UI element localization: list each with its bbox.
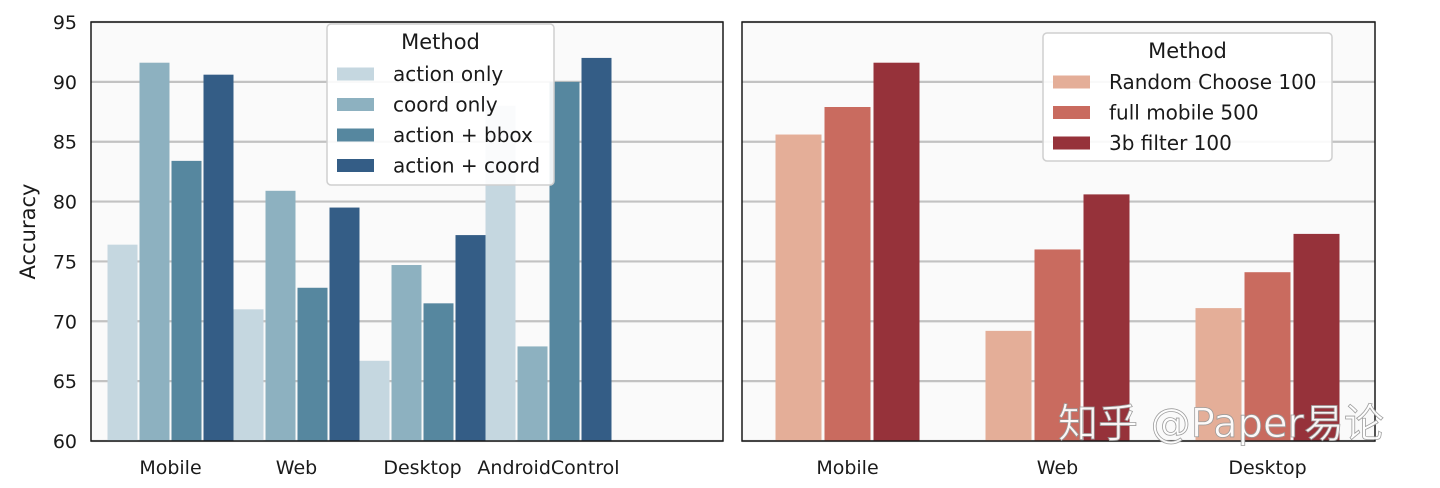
y-axis-label: Accuracy [16, 184, 40, 280]
legend-box [1042, 32, 1333, 162]
legend-swatch [337, 98, 374, 111]
bar-0-2-3 [455, 235, 486, 441]
y-tick-label: 95 [53, 12, 77, 34]
legend-entry: action only [393, 62, 503, 86]
bar-1-2-2 [1293, 233, 1340, 441]
legend-swatch [337, 128, 374, 142]
legend-title: Method [401, 30, 480, 54]
watermark-text: 知乎 @Paper易论 [1058, 401, 1384, 447]
y-tick-label: 60 [53, 431, 77, 453]
legend-entry: Random Choose 100 [1109, 70, 1317, 94]
legend-swatch [1053, 106, 1090, 119]
bar-1-2-1 [1244, 272, 1291, 441]
bar-0-0-1 [139, 62, 170, 442]
bar-0-2-1 [391, 265, 422, 441]
legend-entry: action + bbox [393, 123, 533, 147]
x-tick-label: Web [276, 457, 317, 479]
bar-0-0-2 [171, 160, 202, 441]
bar-0-1-1 [265, 190, 296, 441]
legend-entry: full mobile 500 [1109, 101, 1259, 125]
bar-1-0-2 [873, 62, 920, 442]
legend-box [326, 23, 555, 186]
bar-0-0-3 [203, 74, 234, 441]
bar-1-2-0 [1195, 308, 1242, 441]
bar-0-2-0 [359, 360, 390, 441]
bar-0-1-2 [297, 287, 328, 441]
y-tick-label: 80 [53, 192, 77, 214]
bar-0-2-2 [423, 303, 454, 441]
legend: Method Random Choose 100 full mobile 500 3b… [1042, 32, 1333, 162]
x-tick-label: Desktop [1228, 457, 1306, 479]
x-tick-label: Desktop [383, 457, 461, 479]
chart-panel-left: 60 65 70 75 80 85 90 95 Mobile Web Desktop AndroidC… [16, 12, 724, 479]
legend-entry: action + coord [393, 154, 540, 178]
bar-1-0-0 [775, 134, 822, 441]
plot-frame [90, 21, 724, 442]
y-tick-label: 65 [53, 371, 77, 393]
legend-swatch [1053, 75, 1090, 89]
x-tick-label: AndroidControl [477, 457, 619, 479]
legend-title: Method [1148, 39, 1227, 63]
legend: Method action only coord only action + bbox… [326, 23, 555, 186]
legend-entry: coord only [393, 93, 498, 117]
x-tick-label: Web [1037, 457, 1078, 479]
bar-1-1-1 [1034, 249, 1081, 441]
x-tick-label: Mobile [139, 457, 201, 479]
bar-1-1-2 [1083, 194, 1130, 441]
bar-0-3-1 [517, 346, 548, 441]
legend-swatch [337, 159, 374, 172]
legend-swatch [1053, 136, 1090, 150]
legend-entry: 3b filter 100 [1109, 131, 1232, 155]
chart-panel-right: Mobile Web Desktop Method Random Choose 100 f… [741, 20, 1376, 479]
y-tick-label: 75 [53, 251, 77, 273]
y-tick-label: 70 [53, 311, 77, 333]
bar-0-1-3 [329, 207, 360, 441]
y-tick-label: 90 [53, 72, 77, 94]
bar-0-0-0 [107, 244, 138, 441]
bar-0-3-3 [581, 57, 612, 442]
y-tick-label: 85 [53, 132, 77, 154]
legend-swatch [337, 67, 374, 81]
bar-0-1-0 [233, 309, 264, 441]
bar-1-0-1 [824, 106, 871, 442]
plot-frame [741, 21, 1376, 442]
x-tick-label: Mobile [816, 457, 878, 479]
bar-1-1-0 [985, 330, 1032, 441]
